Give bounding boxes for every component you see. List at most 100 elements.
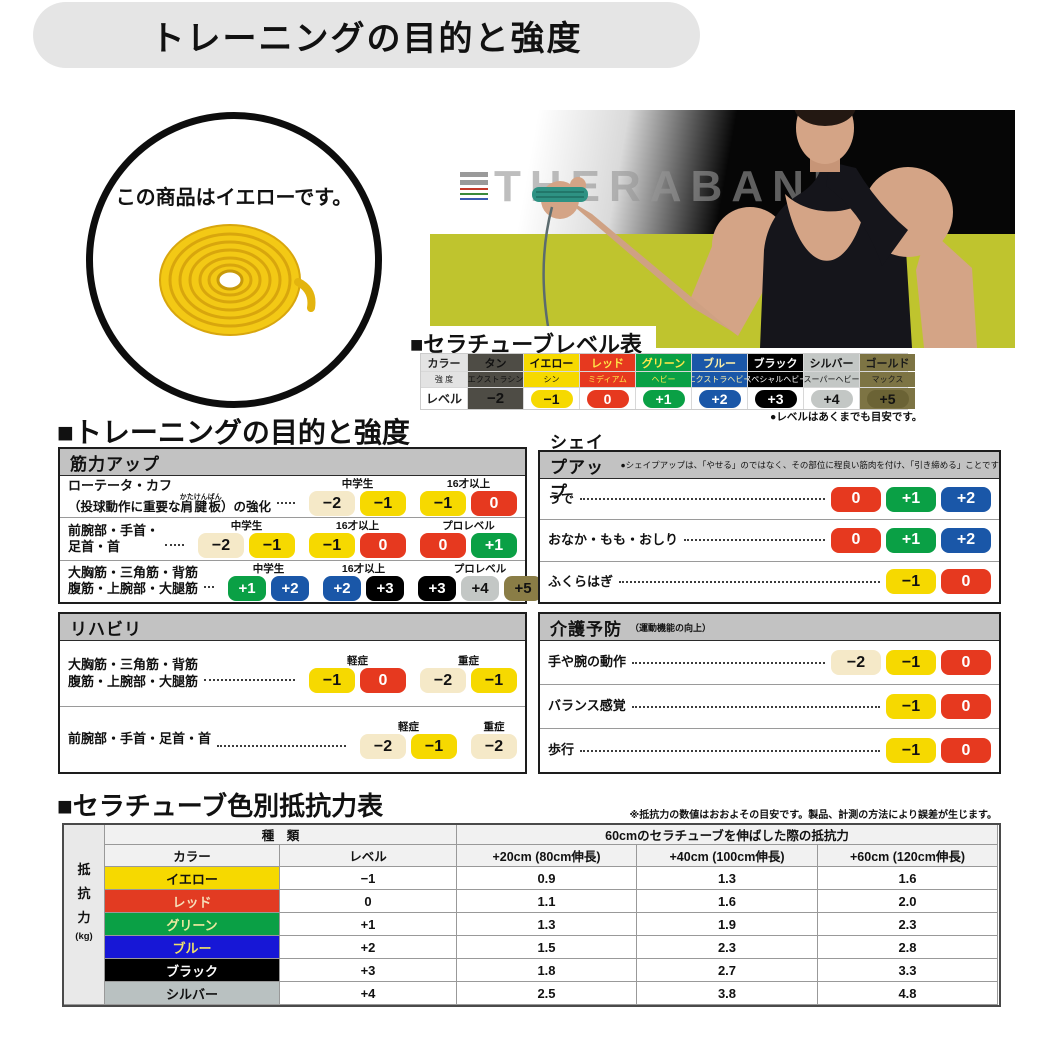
strength-yellow: シン: [524, 372, 579, 387]
level-table-note: ●レベルはあくまでも目安です。: [770, 411, 923, 423]
page-title-text: トレーニングの目的と強度: [150, 19, 583, 58]
dotted-leader: [580, 498, 825, 501]
dotted-leader: [165, 543, 184, 546]
col-header-color: カラー: [105, 845, 280, 867]
rehab-row-forearm: 前腕部・手首・足首・首 軽症 −2 −1 重症 −2: [60, 706, 525, 772]
dotted-leader: [632, 661, 825, 664]
shape-row-belly: おなか・もも・おしり 0 +1 +2: [540, 519, 999, 560]
level-blue: +2: [692, 388, 747, 409]
cell: +3: [280, 959, 457, 982]
shape-row-arm: うで 0 +1 +2: [540, 479, 999, 519]
cell: 4.8: [818, 982, 998, 1005]
level-gold: +5: [860, 388, 915, 409]
level-col-tan: タン: [468, 354, 523, 371]
dotted-leader: [217, 744, 346, 747]
resistance-table-title: ■セラチューブ色別抵抗力表: [57, 791, 384, 821]
cell: 1.6: [637, 890, 818, 913]
level-col-red: レッド: [580, 354, 635, 371]
col-header-20cm: +20cm (80cm伸長): [457, 845, 637, 867]
theraband-logo-icon: [460, 172, 488, 200]
strength-green: ヘビー: [636, 372, 691, 387]
col-header-40cm: +40cm (100cm伸長): [637, 845, 818, 867]
care-prevention-header: 介護予防 （運動機能の向上）: [540, 614, 999, 641]
strength-red: ミディアム: [580, 372, 635, 387]
level-row-header-strength: 強 度: [421, 372, 467, 387]
level-col-green: グリーン: [636, 354, 691, 371]
cell: −1: [280, 867, 457, 890]
level-col-yellow: イエロー: [524, 354, 579, 371]
row-red-label: レッド: [105, 890, 280, 913]
cell: 1.3: [637, 867, 818, 890]
cell: +2: [280, 936, 457, 959]
cell: 3.3: [818, 959, 998, 982]
cell: 1.8: [457, 959, 637, 982]
level-tan: −2: [468, 388, 523, 409]
level-yellow: −1: [524, 388, 579, 409]
care-prevention-box: 介護予防 （運動機能の向上） 手や腕の動作 −2 −1 0 バランス感覚 −1 0 歩…: [538, 612, 1001, 774]
strength-silver: スーパーヘビー: [804, 372, 859, 387]
row-yellow-label: イエロー: [105, 867, 280, 890]
col-header-60cm: +60cm (120cm伸長): [818, 845, 998, 867]
level-green: +1: [636, 388, 691, 409]
strength-blue: エクストラヘビー: [692, 372, 747, 387]
resistance-table: 抵 抗 力 (kg) 種 類 60cmのセラチューブを伸ばした際の抵抗力 カラー…: [62, 823, 1001, 1007]
strength-black: スペシャルヘビー: [748, 372, 803, 387]
row-green-label: グリーン: [105, 913, 280, 936]
product-color-label: この商品はイエローです。: [115, 187, 353, 209]
level-col-gold: ゴールド: [860, 354, 915, 371]
shape-up-header: シェイプアップ ●シェイプアップは、「やせる」のではなく、その部位に程良い筋肉を…: [540, 433, 999, 502]
header-resistance: 60cmのセラチューブを伸ばした際の抵抗力: [457, 825, 998, 845]
rehab-header: リハビリ: [60, 614, 525, 641]
care-row-hand-arm: 手や腕の動作 −2 −1 0: [540, 641, 999, 684]
dotted-leader: [684, 539, 825, 542]
level-black: +3: [748, 388, 803, 409]
level-table: カラー タン イエロー レッド グリーン ブルー ブラック シルバー ゴールド …: [420, 353, 915, 410]
rehab-box: リハビリ 大胸筋・三角筋・背筋 腹筋・上腕部・大腿筋 軽症 −1 0 重症 −2−…: [58, 612, 527, 774]
strength-row-rotator-cuff: ローテータ・カフ （投球動作に重要な肩腱板かたけんばん）の強化 中学生 −2 −1…: [60, 476, 525, 517]
dotted-leader: [204, 586, 215, 589]
strength-row-major-muscles: 大胸筋・三角筋・背筋 腹筋・上腕部・大腿筋 中学生 +1 +2 16才以上 +2 +…: [60, 559, 543, 602]
level-red: 0: [580, 388, 635, 409]
cell: 3.8: [637, 982, 818, 1005]
level-row-header-level: レベル: [421, 388, 467, 409]
yellow-tube-coil-image: [159, 224, 316, 336]
shape-row-calf: ふくらはぎ −1 0: [540, 560, 999, 602]
dotted-leader: [204, 678, 295, 681]
product-color-circle: この商品はイエローです。: [86, 112, 382, 408]
dotted-leader: [619, 580, 880, 583]
cell: 0.9: [457, 867, 637, 890]
cell: 1.5: [457, 936, 637, 959]
care-prevention-subtitle: （運動機能の向上）: [630, 622, 712, 633]
dotted-leader: [277, 501, 295, 504]
page-title: トレーニングの目的と強度: [33, 2, 700, 68]
cell: 2.8: [818, 936, 998, 959]
strength-up-header: 筋力アップ: [60, 449, 525, 476]
level-col-black: ブラック: [748, 354, 803, 371]
shape-up-box: シェイプアップ ●シェイプアップは、「やせる」のではなく、その部位に程良い筋肉を…: [538, 433, 1001, 604]
strength-gold: マックス: [860, 372, 915, 387]
cell: 1.9: [637, 913, 818, 936]
strength-tan: エクストラシン: [468, 372, 523, 387]
rehab-row-major-muscles: 大胸筋・三角筋・背筋 腹筋・上腕部・大腿筋 軽症 −1 0 重症 −2 −1: [60, 641, 525, 706]
purpose-section-title: ■トレーニングの目的と強度: [57, 417, 410, 448]
col-header-level: レベル: [280, 845, 457, 867]
level-row-header-color: カラー: [421, 354, 467, 371]
row-black-label: ブラック: [105, 959, 280, 982]
cell: 1.3: [457, 913, 637, 936]
strength-row-forearm: 前腕部・手首・ 足首・首 中学生 −2 −1 16才以上 −1 0 プロレベル 0 +…: [60, 517, 525, 559]
cell: 2.3: [818, 913, 998, 936]
man-exercising-illustration: [532, 110, 977, 348]
row-silver-label: シルバー: [105, 982, 280, 1005]
cell: 2.5: [457, 982, 637, 1005]
cell: +4: [280, 982, 457, 1005]
dotted-leader: [631, 705, 880, 708]
level-col-blue: ブルー: [692, 354, 747, 371]
cell: 2.3: [637, 936, 818, 959]
cell: 0: [280, 890, 457, 913]
header-type: 種 類: [105, 825, 457, 845]
resistance-axis-label: 抵 抗 力 (kg): [64, 825, 105, 1005]
resistance-table-note: ※抵抗力の数値はおおよその目安です。製品、計測の方法により誤差が生じます。: [629, 810, 997, 821]
level-silver: +4: [804, 388, 859, 409]
cell: +1: [280, 913, 457, 936]
